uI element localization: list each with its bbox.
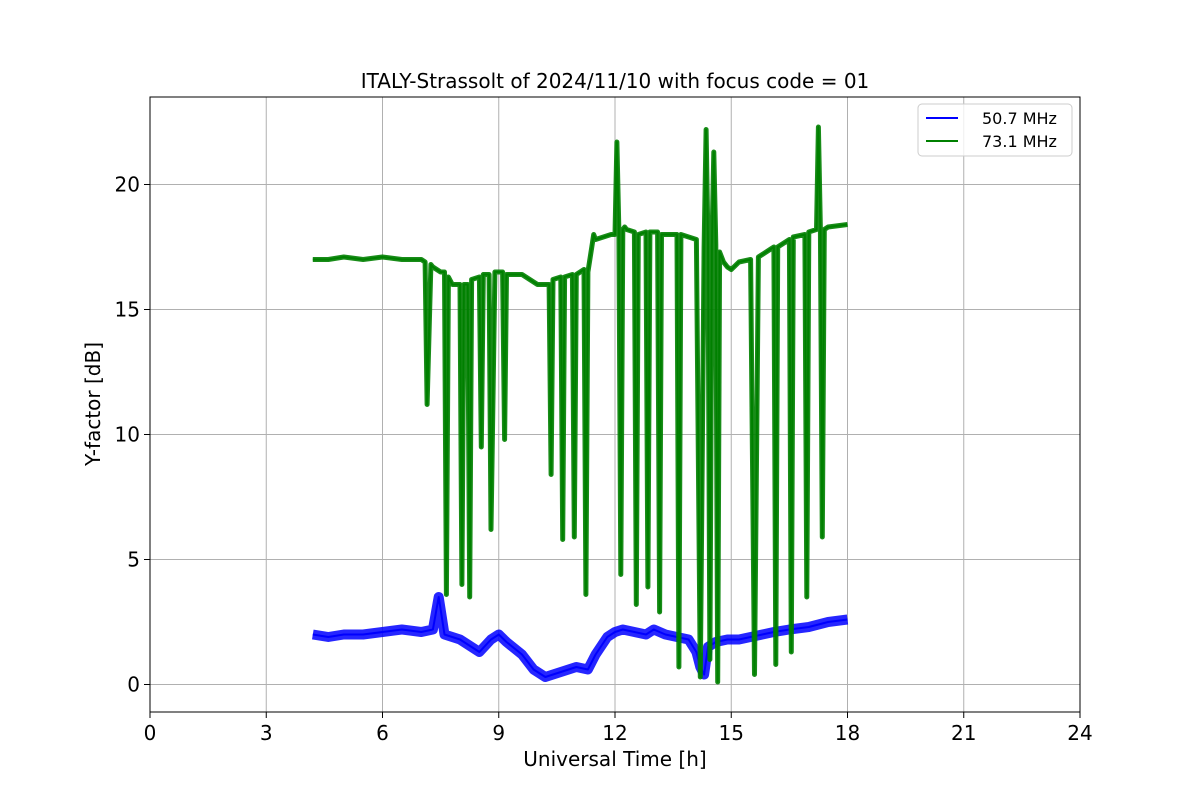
y-tick-label: 10 (115, 423, 140, 447)
x-tick-label: 12 (602, 721, 627, 745)
x-tick-label: 9 (492, 721, 505, 745)
x-tick-label: 6 (376, 721, 389, 745)
x-tick-label: 0 (144, 721, 157, 745)
legend-entry-50-7: 50.7 MHz (982, 109, 1057, 128)
x-tick-label: 3 (260, 721, 273, 745)
y-tick-label: 5 (127, 548, 140, 572)
chart-title: ITALY-Strassolt of 2024/11/10 with focus… (361, 69, 870, 93)
series-line-1 (312, 126, 848, 683)
x-tick-label: 21 (951, 721, 976, 745)
legend: 50.7 MHz 73.1 MHz (917, 103, 1073, 157)
series-line-0 (312, 596, 848, 678)
x-tick-label: 18 (835, 721, 860, 745)
y-tick-label: 15 (115, 298, 140, 322)
x-tick-label: 15 (719, 721, 744, 745)
series-layer (312, 124, 849, 685)
y-axis-label: Y-factor [dB] (81, 342, 105, 467)
axis-ticks: 0 3 6 9 12 15 18 21 24 0 5 10 15 20 (115, 173, 1093, 746)
y-tick-label: 0 (127, 673, 140, 697)
x-tick-label: 24 (1067, 721, 1092, 745)
y-tick-label: 20 (115, 173, 140, 197)
legend-entry-73-1: 73.1 MHz (982, 132, 1057, 151)
x-axis-label: Universal Time [h] (523, 747, 706, 771)
